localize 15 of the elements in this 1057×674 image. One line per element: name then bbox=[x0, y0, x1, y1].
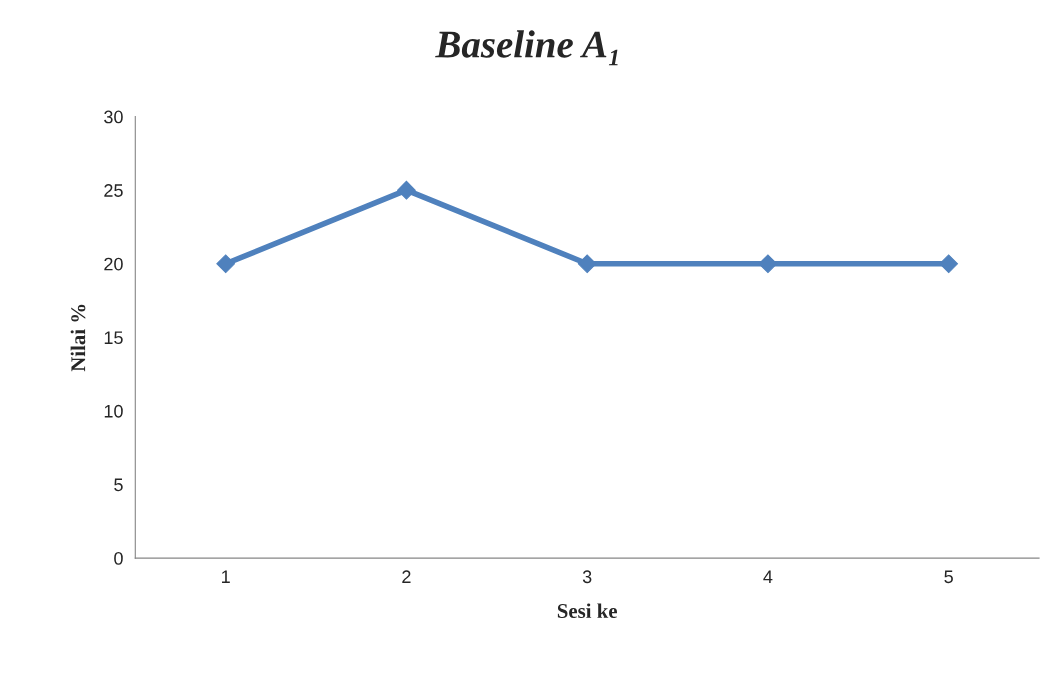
y-tick-label: 30 bbox=[104, 110, 123, 124]
x-tick-label: 3 bbox=[582, 570, 592, 584]
y-tick-label: 5 bbox=[114, 478, 123, 492]
y-tick-label: 10 bbox=[104, 404, 123, 418]
x-axis-title: Sesi ke bbox=[557, 603, 618, 619]
y-tick-label: 25 bbox=[104, 184, 123, 197]
chart-title: Baseline A₁ bbox=[435, 30, 618, 66]
y-axis-title: Nilai % bbox=[70, 304, 86, 372]
x-tick-label: 4 bbox=[763, 570, 773, 583]
x-tick-label: 5 bbox=[944, 570, 953, 584]
x-tick-label: 2 bbox=[402, 570, 411, 583]
y-tick-label: 20 bbox=[104, 257, 123, 271]
y-tick-label: 0 bbox=[114, 552, 123, 565]
y-tick-label: 15 bbox=[104, 331, 123, 345]
x-tick-label: 1 bbox=[222, 570, 230, 583]
